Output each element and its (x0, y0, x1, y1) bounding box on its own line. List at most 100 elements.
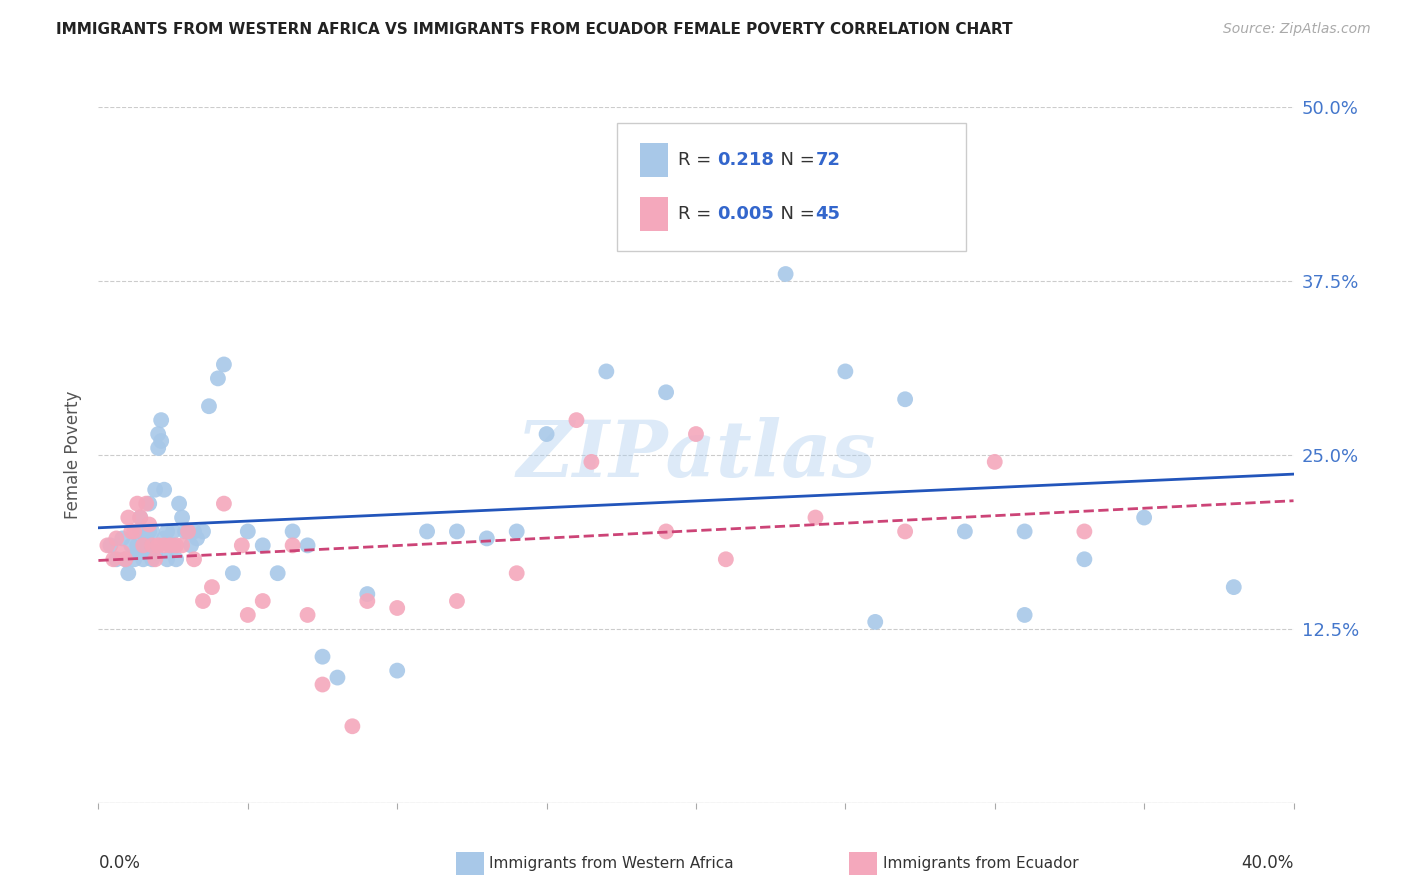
Point (96, 538, 118, 552)
Point (183, 524, 205, 539)
Point (714, 162, 737, 177)
Point (231, 538, 253, 552)
Point (212, 358, 235, 372)
Point (804, 510, 827, 524)
Point (281, 538, 304, 552)
Point (655, 385, 678, 400)
Point (506, 524, 529, 539)
Point (356, 594, 378, 608)
Point (135, 538, 157, 552)
Point (984, 455, 1007, 469)
Point (311, 649, 333, 664)
Point (183, 552, 205, 566)
Point (1073, 524, 1095, 539)
Point (894, 392, 917, 407)
Point (156, 524, 179, 539)
Point (186, 532, 208, 546)
Point (153, 483, 176, 497)
Point (894, 524, 917, 539)
Point (120, 538, 142, 552)
Point (416, 524, 439, 539)
Point (446, 594, 468, 608)
Point (595, 364, 617, 378)
Point (342, 719, 364, 733)
Point (1223, 580, 1246, 594)
Point (775, 267, 797, 281)
Point (105, 552, 128, 566)
Point (165, 538, 187, 552)
Point (198, 399, 221, 413)
Point (177, 524, 200, 539)
Point (127, 497, 149, 511)
Text: 0.0%: 0.0% (98, 855, 141, 872)
Point (148, 427, 170, 442)
Point (165, 552, 187, 566)
Point (162, 538, 184, 552)
Text: N =: N = (769, 151, 821, 169)
Point (236, 607, 259, 622)
Point (129, 510, 152, 524)
Point (565, 413, 588, 427)
Point (655, 524, 678, 539)
Point (1073, 552, 1095, 566)
Point (222, 566, 245, 581)
Point (129, 524, 152, 539)
Point (124, 552, 146, 566)
Point (506, 566, 529, 581)
Point (143, 545, 166, 559)
Point (714, 552, 737, 566)
Point (103, 552, 125, 566)
Point (127, 545, 149, 559)
Point (153, 532, 176, 546)
Point (105, 532, 128, 546)
Point (143, 552, 166, 566)
Point (865, 615, 887, 629)
Point (111, 545, 134, 559)
Point (252, 538, 274, 552)
Point (148, 441, 170, 455)
Point (159, 538, 181, 552)
Point (124, 524, 146, 539)
Point (138, 524, 160, 539)
Point (114, 552, 136, 566)
Text: Source: ZipAtlas.com: Source: ZipAtlas.com (1223, 22, 1371, 37)
Point (236, 524, 259, 539)
Point (191, 594, 214, 608)
Point (207, 371, 229, 385)
Point (581, 455, 603, 469)
Point (180, 538, 202, 552)
Point (191, 524, 214, 539)
Point (138, 497, 160, 511)
Point (159, 538, 181, 552)
Point (953, 524, 976, 539)
Point (162, 524, 184, 539)
Point (1014, 607, 1036, 622)
Point (385, 664, 409, 678)
Point (138, 517, 160, 532)
Point (117, 566, 139, 581)
Text: Immigrants from Ecuador: Immigrants from Ecuador (883, 856, 1078, 871)
Point (156, 552, 179, 566)
Point (167, 497, 190, 511)
Point (685, 427, 707, 442)
Point (536, 427, 558, 442)
Point (172, 510, 194, 524)
Point (143, 483, 166, 497)
Point (150, 413, 173, 427)
Point (385, 601, 409, 615)
Point (252, 594, 274, 608)
Text: 72: 72 (815, 151, 841, 169)
Point (132, 538, 155, 552)
Point (129, 510, 152, 524)
Text: IMMIGRANTS FROM WESTERN AFRICA VS IMMIGRANTS FROM ECUADOR FEMALE POVERTY CORRELA: IMMIGRANTS FROM WESTERN AFRICA VS IMMIGR… (56, 22, 1012, 37)
Point (172, 538, 194, 552)
Point (281, 524, 304, 539)
Point (834, 364, 856, 378)
Point (148, 538, 170, 552)
Point (135, 532, 157, 546)
Point (141, 552, 163, 566)
Point (120, 524, 142, 539)
Point (201, 580, 224, 594)
Text: 45: 45 (815, 205, 841, 223)
Point (135, 497, 157, 511)
